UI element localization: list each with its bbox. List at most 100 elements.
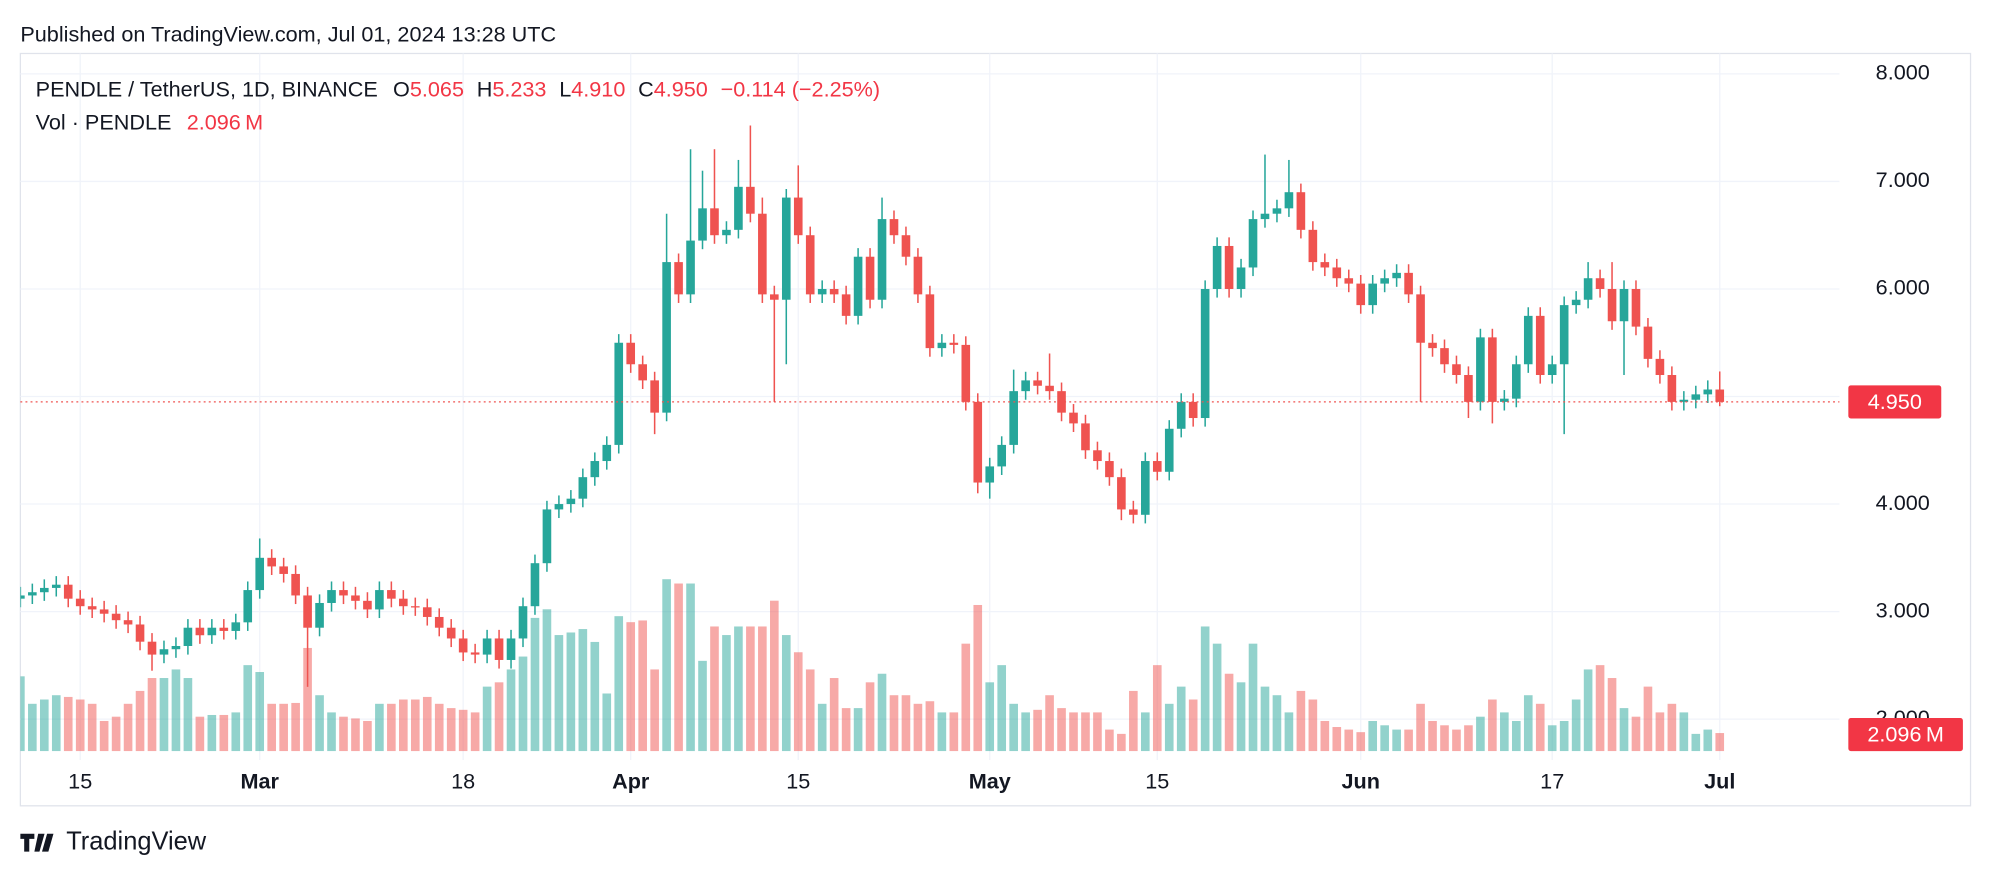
volume-bar xyxy=(793,652,803,752)
volume-bar xyxy=(75,699,85,752)
volume-bar xyxy=(1440,725,1449,752)
candle-body xyxy=(1260,213,1270,220)
volume-bar xyxy=(219,714,229,752)
volume-bar xyxy=(1081,712,1090,752)
volume-bar xyxy=(147,678,157,752)
candle-body xyxy=(1488,337,1497,402)
candle-body xyxy=(793,197,803,236)
volume-bar xyxy=(817,703,827,752)
candle-body xyxy=(99,609,109,614)
volume-bar xyxy=(1643,686,1653,752)
volume-bar xyxy=(674,583,683,752)
x-tick-label: 17 xyxy=(1540,769,1564,794)
volume-bar xyxy=(710,626,719,752)
volume-bar xyxy=(997,665,1007,752)
volume-bar xyxy=(1428,720,1437,752)
high-value: 5.233 xyxy=(492,76,546,101)
candle-body xyxy=(339,590,348,596)
volume-bar xyxy=(1057,708,1066,752)
candle-body xyxy=(1009,391,1018,445)
candle-body xyxy=(207,627,217,636)
candle-body xyxy=(1296,192,1306,230)
candle-body xyxy=(937,342,947,349)
volume-bar xyxy=(99,720,109,752)
volume-bar xyxy=(1141,712,1150,752)
grid xyxy=(20,53,1840,760)
volume-bar xyxy=(734,626,743,752)
x-tick-label: 15 xyxy=(68,769,92,794)
footer-logo: TradingView xyxy=(20,827,207,855)
candle-body xyxy=(363,600,372,610)
volume-bar xyxy=(1045,695,1054,752)
candle-body xyxy=(1344,278,1354,284)
candle-body xyxy=(805,235,815,295)
candle-body xyxy=(1045,385,1054,392)
candle-body xyxy=(482,638,492,655)
candle-body xyxy=(1452,364,1461,376)
volume-bar xyxy=(1296,690,1306,752)
x-tick-label: Jul xyxy=(1704,769,1735,794)
candle-body xyxy=(1380,278,1389,284)
volume-bar xyxy=(758,626,767,752)
volume-bar xyxy=(159,678,169,752)
volume-bar xyxy=(1667,703,1677,752)
volume-bar xyxy=(87,703,97,752)
candle-body xyxy=(1021,380,1030,392)
volume-bar xyxy=(949,712,959,752)
volume-bar xyxy=(291,702,300,752)
y-tick-label: 8.000 xyxy=(1876,60,1930,85)
volume-bar xyxy=(1212,643,1222,752)
candle-body xyxy=(674,262,683,295)
candle-body xyxy=(1655,358,1665,376)
candle-body xyxy=(1691,394,1701,400)
close-value: 4.950 xyxy=(654,76,708,101)
candle-body xyxy=(1368,283,1378,306)
volume-bar xyxy=(1308,699,1318,752)
x-tick-label: May xyxy=(969,769,1011,794)
volume-layer xyxy=(20,579,1725,752)
candle-body xyxy=(602,444,612,462)
candle-body xyxy=(913,256,923,295)
x-tick-label: Jun xyxy=(1341,769,1379,794)
candle-body xyxy=(650,380,659,413)
candle-body xyxy=(877,219,887,300)
candle-body xyxy=(494,638,504,660)
volume-bar xyxy=(1416,703,1425,752)
volume-bar xyxy=(746,626,755,752)
volume-bar xyxy=(542,609,552,752)
candle-body xyxy=(698,208,707,241)
volume-bar xyxy=(1715,733,1725,752)
y-tick-label: 6.000 xyxy=(1876,275,1930,300)
volume-bar xyxy=(303,647,312,752)
candle-body xyxy=(243,590,253,623)
candle-body xyxy=(231,622,241,631)
volume-bar xyxy=(1368,720,1378,752)
volume-bar xyxy=(805,669,815,752)
volume-value: 2.096 M xyxy=(187,109,263,134)
volume-bar xyxy=(566,632,576,752)
candle-body xyxy=(925,294,935,349)
candle-body xyxy=(63,584,73,599)
candle-body xyxy=(219,627,229,631)
brand: TradingView xyxy=(66,827,207,855)
low-key: L xyxy=(559,76,571,101)
volume-bar xyxy=(243,665,253,752)
candle-body xyxy=(1667,375,1677,402)
volume-bar xyxy=(961,643,971,752)
volume-bar xyxy=(135,690,145,752)
candle-body xyxy=(829,288,839,295)
candle-body xyxy=(973,401,983,483)
volume-bar xyxy=(171,669,181,752)
volume-bar xyxy=(1260,686,1270,752)
candle-body xyxy=(1200,288,1210,419)
candle-body xyxy=(1619,288,1629,322)
candle-body xyxy=(135,624,145,642)
logo-mark xyxy=(20,833,54,852)
volume-bar xyxy=(458,709,468,752)
price-tag xyxy=(1848,385,1942,419)
candle-body xyxy=(279,566,288,574)
volume-bar xyxy=(327,712,336,752)
candle-body xyxy=(518,606,528,639)
candle-body xyxy=(1535,315,1545,376)
candle-body xyxy=(590,461,600,478)
